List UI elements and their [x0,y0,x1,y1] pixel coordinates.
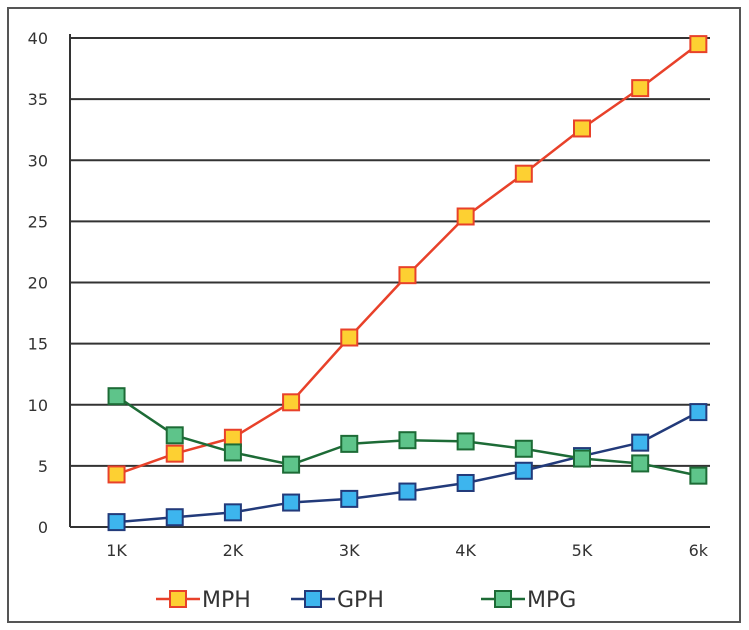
legend-item-gph: GPH [291,588,384,613]
data-point-mpg [689,466,708,485]
data-point-mph [223,428,242,447]
legend-label-mpg: MPG [527,588,576,613]
data-point-gph [107,513,126,532]
data-point-mpg [340,434,359,453]
legend-item-mpg: MPG [481,588,576,613]
x-tick-label: 3K [339,541,360,560]
data-point-gph [165,508,184,527]
data-point-gph [223,503,242,522]
data-point-mph [514,164,533,183]
data-point-mph [340,328,359,347]
series-gph [107,403,708,532]
data-point-gph [631,433,650,452]
data-point-mph [107,465,126,484]
x-tick-label: 1K [106,541,127,560]
data-point-mpg [165,426,184,445]
y-tick-label: 20 [28,274,48,293]
legend-item-mph: MPH [156,588,251,613]
y-tick-label: 5 [38,457,48,476]
axes: 0 5 10 15 20 25 30 35 40 1K 2K 3K 4K 5K 6k [28,29,710,560]
data-point-mph [689,35,708,54]
y-tick-label: 15 [28,335,48,354]
x-tick-label: 5K [572,541,593,560]
gridlines [70,37,710,467]
data-point-mpg [107,387,126,406]
data-point-mpg [456,432,475,451]
data-point-mpg [573,449,591,468]
x-tick-label: 4K [455,541,476,560]
series-line-mph [116,43,700,476]
y-tick-label: 35 [28,90,48,109]
data-point-gph [398,482,417,501]
data-point-gph [514,461,533,480]
legend-label-mph: MPH [202,588,251,613]
x-tick-label: 2K [223,541,244,560]
series-group [107,35,708,532]
data-point-mph [573,119,591,138]
series-mph [107,35,708,484]
data-point-mpg [631,454,650,473]
data-point-mph [165,444,184,463]
y-tick-label: 40 [28,29,48,48]
legend-label-gph: GPH [337,588,384,613]
data-point-gph [282,493,301,512]
x-tick-label: 6k [689,541,709,560]
legend-marker-gph [304,590,322,608]
data-point-mpg [514,439,533,458]
data-point-mph [282,393,301,412]
legend-marker-mpg [494,590,512,608]
data-point-gph [340,489,359,508]
data-point-mph [456,207,475,226]
data-point-gph [689,403,708,422]
data-point-mpg [398,431,417,450]
legend: MPH GPH MPG [156,588,576,613]
y-tick-label: 0 [38,518,48,537]
data-point-mph [398,266,417,285]
y-tick-label: 25 [28,212,48,231]
y-tick-label: 10 [28,396,48,415]
data-point-mpg [223,443,242,462]
legend-marker-mph [169,590,187,608]
data-point-mpg [282,455,301,474]
y-tick-label: 30 [28,151,48,170]
series-mpg [107,387,708,485]
data-point-gph [456,473,475,492]
data-point-mph [631,79,650,98]
series-line-gph [116,410,699,524]
